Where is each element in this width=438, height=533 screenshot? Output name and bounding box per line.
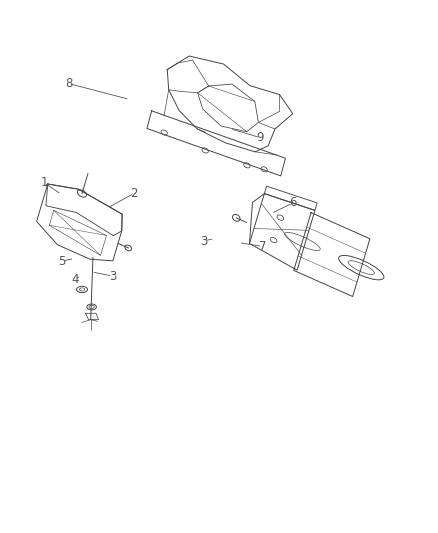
Text: 3: 3 [109, 270, 116, 282]
Text: 1: 1 [40, 176, 48, 189]
Text: 2: 2 [131, 187, 138, 200]
Text: 3: 3 [200, 235, 208, 247]
Text: 4: 4 [72, 273, 79, 286]
Text: 7: 7 [259, 240, 266, 253]
Text: 6: 6 [289, 196, 297, 209]
Text: 5: 5 [58, 255, 65, 268]
Text: 9: 9 [257, 131, 264, 144]
Text: 8: 8 [65, 77, 73, 90]
